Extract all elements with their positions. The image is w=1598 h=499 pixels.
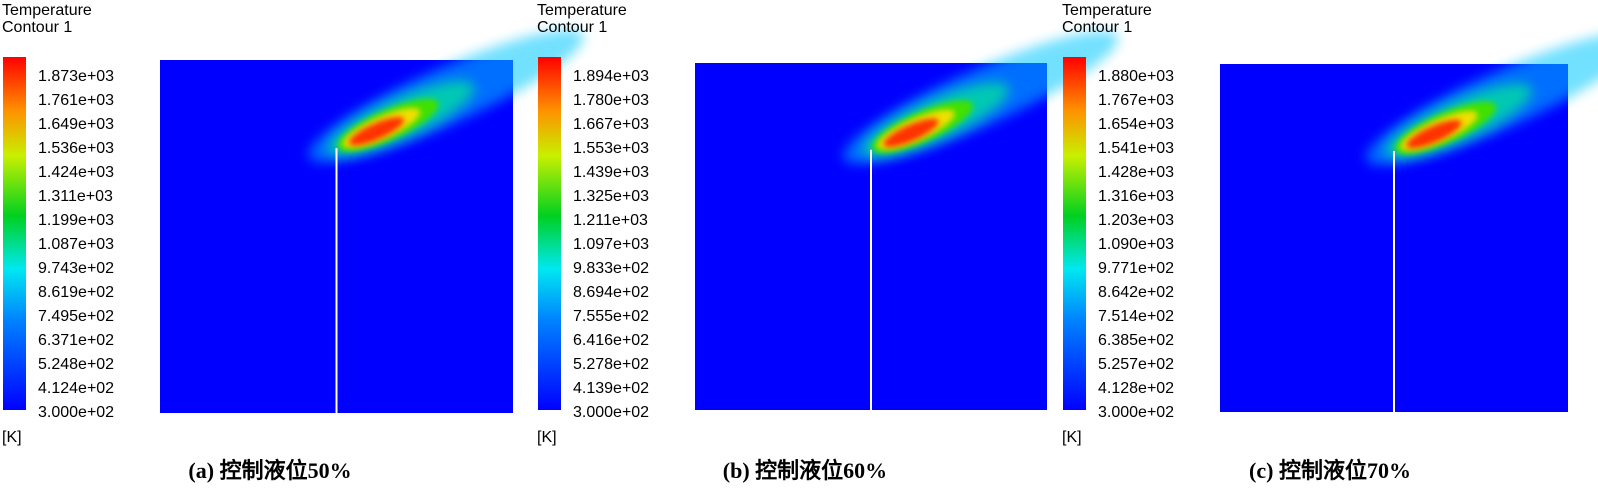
colorbar-label: 7.514e+02: [1098, 308, 1174, 325]
colorbar-label: 6.385e+02: [1098, 332, 1174, 349]
legend-title: Contour 1: [2, 19, 72, 36]
colorbar-label: 1.311e+03: [38, 188, 113, 205]
colorbar-label: 4.124e+02: [38, 380, 114, 397]
legend-title: Temperature: [1062, 2, 1152, 19]
legend-title: Temperature: [2, 2, 92, 19]
flame: [843, 31, 1119, 164]
legend-title: Contour 1: [1062, 19, 1132, 36]
caption: (a) 控制液位50%: [188, 458, 351, 483]
colorbar-label: 1.541e+03: [1098, 140, 1174, 157]
colorbar-label: 3.000e+02: [573, 404, 649, 421]
colorbar-label: 1.424e+03: [38, 164, 114, 181]
colorbar-label: 1.316e+03: [1098, 188, 1174, 205]
colorbar-label: 1.667e+03: [573, 116, 649, 133]
colorbar-label: 9.743e+02: [38, 260, 114, 277]
colorbar-label: 1.880e+03: [1098, 68, 1174, 85]
unit: [K]: [537, 429, 557, 446]
colorbar-label: 1.199e+03: [38, 212, 114, 229]
colorbar-label: 1.894e+03: [573, 68, 649, 85]
legend-title: Temperature: [537, 2, 627, 19]
flame-core: [1406, 119, 1462, 149]
colorbar-label: 1.761e+03: [38, 92, 114, 109]
colorbar-label: 1.428e+03: [1098, 164, 1174, 181]
colorbar-label: 7.555e+02: [573, 308, 649, 325]
colorbar-label: 1.536e+03: [38, 140, 114, 157]
caption: (c) 控制液位70%: [1249, 458, 1411, 483]
colorbar-label: 1.211e+03: [573, 212, 648, 229]
colorbar-label: 6.371e+02: [38, 332, 114, 349]
colorbar-label: 5.257e+02: [1098, 356, 1174, 373]
colorbar-label: 1.767e+03: [1098, 92, 1174, 109]
unit: [K]: [1062, 429, 1082, 446]
flame: [308, 29, 584, 163]
colorbar: [1063, 57, 1086, 410]
colorbar-label: 1.649e+03: [38, 116, 114, 133]
colorbar-label: 6.416e+02: [573, 332, 649, 349]
colorbar-label: 8.619e+02: [38, 284, 114, 301]
flame-core: [348, 117, 405, 146]
colorbar-label: 5.248e+02: [38, 356, 114, 373]
colorbar-label: 8.642e+02: [1098, 284, 1174, 301]
flame: [1366, 32, 1598, 165]
legend-title: Contour 1: [537, 19, 607, 36]
colorbar-label: 1.873e+03: [38, 68, 114, 85]
flame-core: [883, 118, 939, 148]
colorbar-label: 1.087e+03: [38, 236, 114, 253]
colorbar-label: 1.097e+03: [573, 236, 649, 253]
colorbar-label: 3.000e+02: [1098, 404, 1174, 421]
colorbar-label: 1.780e+03: [573, 92, 649, 109]
colorbar-label: 8.694e+02: [573, 284, 649, 301]
colorbar-label: 4.139e+02: [573, 380, 649, 397]
colorbar-label: 1.654e+03: [1098, 116, 1174, 133]
colorbar-label: 4.128e+02: [1098, 380, 1174, 397]
unit: [K]: [2, 429, 22, 446]
colorbar-label: 3.000e+02: [38, 404, 114, 421]
colorbar: [3, 57, 26, 410]
caption: (b) 控制液位60%: [723, 458, 887, 483]
colorbar-label: 5.278e+02: [573, 356, 649, 373]
colorbar-label: 1.203e+03: [1098, 212, 1174, 229]
colorbar-label: 1.090e+03: [1098, 236, 1174, 253]
colorbar-label: 7.495e+02: [38, 308, 114, 325]
colorbar: [538, 57, 561, 410]
colorbar-label: 9.771e+02: [1098, 260, 1174, 277]
colorbar-label: 1.439e+03: [573, 164, 649, 181]
colorbar-label: 1.325e+03: [573, 188, 649, 205]
colorbar-label: 1.553e+03: [573, 140, 649, 157]
colorbar-label: 9.833e+02: [573, 260, 649, 277]
